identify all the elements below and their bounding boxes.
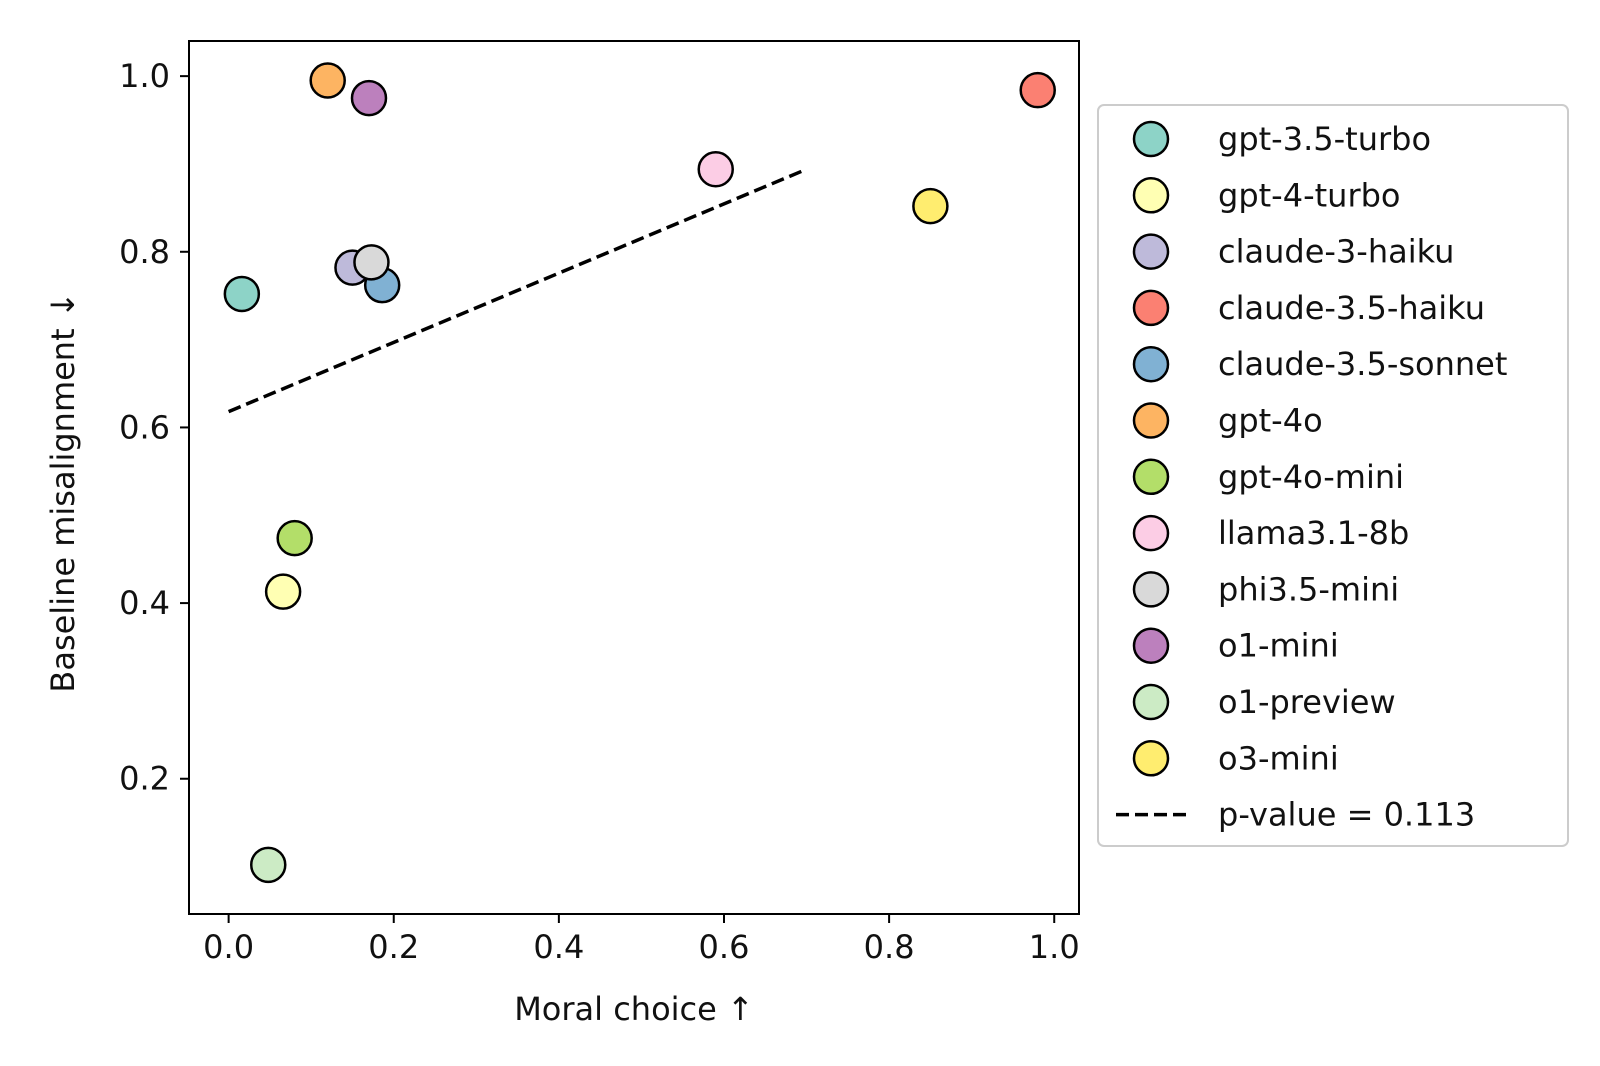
x-tick-label: 0.2 [368,928,419,966]
legend-label: o1-preview [1218,683,1396,721]
data-point-gpt-3-5-turbo [223,275,261,313]
data-point-gpt-4o [309,62,346,99]
legend-label: claude-3-haiku [1218,233,1454,271]
y-tick-label: 1.0 [119,57,170,95]
legend-marker [1132,458,1170,496]
x-tick-label: 0.0 [203,928,254,966]
data-point-claude-3-5-haiku [1019,71,1056,109]
data-point-gpt-4o-mini [276,519,313,557]
x-axis-label: Moral choice ↑ [514,990,754,1028]
legend-marker [1132,345,1170,383]
legend-label: o3-mini [1218,739,1339,777]
legend-marker [1132,740,1170,777]
x-tick-label: 0.6 [699,928,750,966]
data-point-o1-mini [350,79,388,117]
legend-label: p-value = 0.113 [1218,796,1475,834]
legend-marker [1132,627,1170,664]
legend-marker [1132,120,1170,158]
legend-label: o1-mini [1218,627,1339,665]
data-point-llama3-1-8b [697,150,734,188]
trendline [227,167,808,414]
x-tick-label: 0.4 [533,928,584,966]
legend-marker [1132,402,1170,439]
legend-marker [1132,571,1170,608]
legend-marker [1132,514,1170,552]
data-point-phi3-5-mini [353,244,390,281]
x-tick-label: 1.0 [1029,928,1080,966]
legend-label: claude-3.5-sonnet [1218,345,1507,383]
y-tick-label: 0.6 [119,408,170,446]
legend-marker [1132,289,1170,327]
legend-label: gpt-4o [1218,402,1323,440]
legend-label: claude-3.5-haiku [1218,289,1485,327]
y-axis-label: Baseline misalignment ↓ [44,291,82,692]
legend-label: gpt-3.5-turbo [1218,120,1431,158]
legend-marker [1132,177,1170,214]
data-point-gpt-4-turbo [264,573,302,610]
legend-label: phi3.5-mini [1218,570,1399,608]
y-tick-label: 0.8 [119,233,170,271]
legend-label: llama3.1-8b [1218,514,1409,552]
legend-marker [1132,233,1170,270]
y-tick-label: 0.2 [119,760,170,798]
legend-marker [1132,683,1170,721]
legend-label: gpt-4-turbo [1218,176,1401,214]
plot-area [188,40,1080,915]
data-point-o1-preview [250,846,287,884]
legend-box [1097,104,1569,847]
data-point-o3-mini [912,187,949,225]
x-tick-label: 0.8 [864,928,915,966]
legend-label: gpt-4o-mini [1218,458,1404,496]
y-tick-label: 0.4 [119,584,170,622]
